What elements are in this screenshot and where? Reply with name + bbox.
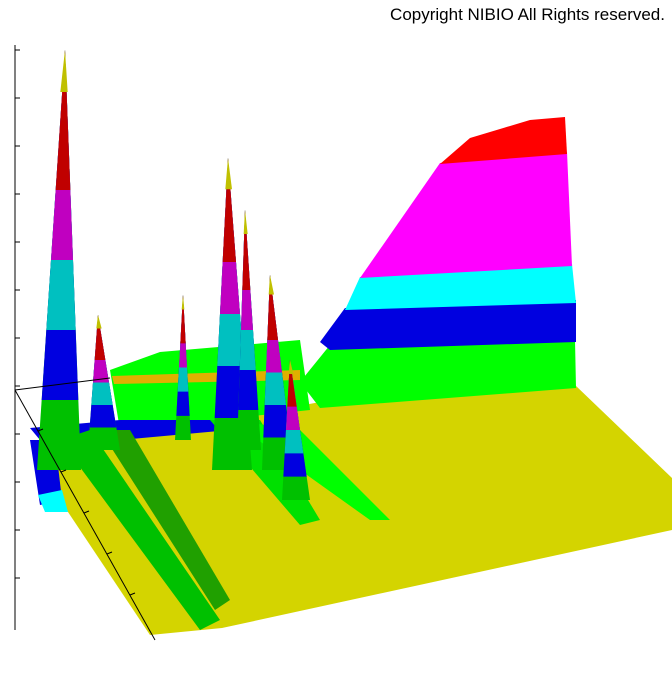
peak-band [267, 275, 278, 340]
x-axis [14, 377, 111, 391]
tick-mark [129, 592, 136, 596]
copyright: Copyright NIBIO All Rights reserved. [390, 5, 665, 24]
tick-mark [106, 551, 113, 555]
peak-band [96, 315, 102, 329]
surface-band-blue [320, 300, 576, 350]
surface-band-magenta [360, 152, 572, 278]
tick-mark [37, 428, 44, 432]
y-axis [14, 389, 156, 641]
peak-band [222, 158, 236, 262]
peak-band [288, 360, 294, 374]
peak-band [225, 158, 232, 190]
tick-mark [83, 510, 90, 514]
peak-band [268, 275, 274, 295]
surface-streak [100, 430, 230, 610]
surface-band-green [300, 340, 576, 408]
surface-edge [38, 490, 68, 512]
peak-band [180, 295, 186, 344]
axis-ticks [15, 49, 136, 596]
peak-band [55, 50, 71, 190]
peak-band [94, 315, 106, 360]
peak-band [243, 210, 248, 234]
peak-band [60, 50, 68, 92]
peak-band [181, 295, 185, 310]
tick-mark [60, 469, 67, 473]
surface-band-red [440, 117, 567, 164]
peak-band [242, 210, 251, 290]
surface-ridge [110, 340, 310, 430]
surface-streak [60, 430, 220, 630]
peaks [37, 50, 310, 500]
